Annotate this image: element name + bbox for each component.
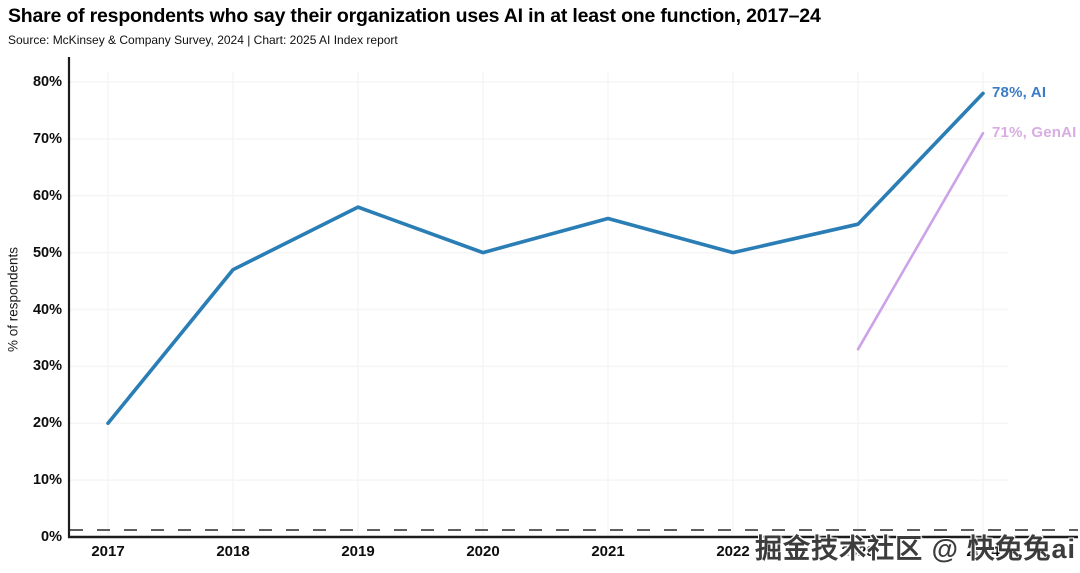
series-line-ai	[106, 91, 985, 426]
y-tick-label: 20%	[32, 415, 62, 432]
x-tick-label: 2024	[966, 543, 1000, 560]
x-tick-label: 2019	[341, 543, 375, 560]
x-tick-label: 2017	[91, 543, 125, 560]
y-tick-label: 50%	[32, 244, 62, 261]
x-tick-label: 2021	[591, 543, 625, 560]
x-tick-label: 2022	[716, 543, 750, 560]
y-tick-label: 70%	[32, 130, 62, 147]
x-tick-label: 2020	[466, 543, 500, 560]
chart-title: Share of respondents who say their organ…	[8, 5, 821, 27]
y-tick-label: 80%	[32, 74, 62, 90]
x-tick-label: 2018	[216, 543, 250, 560]
y-tick-label: 40%	[32, 301, 62, 318]
series-label-ai: 78%, AI	[992, 84, 1047, 102]
series-label-genai: 71%, GenAI	[992, 124, 1077, 142]
series-line-genai	[856, 131, 985, 351]
y-tick-label: 60%	[32, 187, 62, 204]
watermark: 掘金技术社区 @ 快兔兔ai	[755, 534, 1076, 564]
y-tick-label: 30%	[32, 358, 62, 375]
y-tick-label: 0%	[41, 529, 62, 545]
x-tick-label: 2023	[841, 543, 875, 560]
chart-source-note: Source: McKinsey & Company Survey, 2024 …	[8, 33, 398, 47]
y-tick-label: 10%	[32, 472, 62, 489]
